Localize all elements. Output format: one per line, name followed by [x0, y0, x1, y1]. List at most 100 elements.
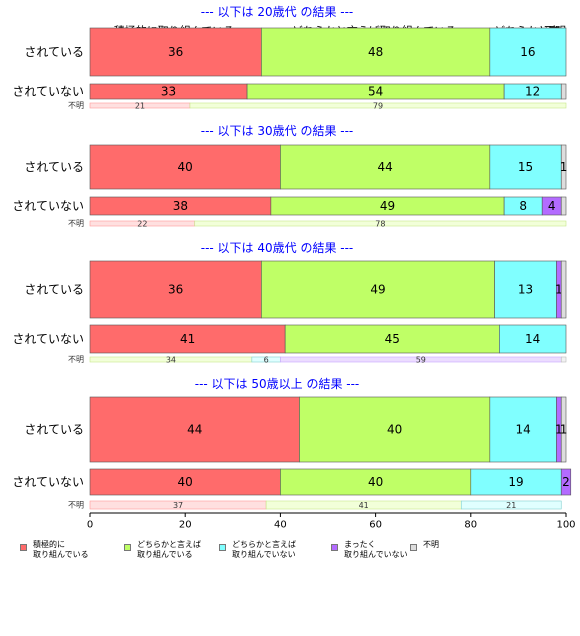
row-label: されていない — [12, 199, 84, 213]
bar-value-label: 48 — [368, 45, 383, 59]
bar-segment — [560, 396, 567, 463]
x-tick-label: 40 — [274, 520, 287, 531]
bar-segment — [470, 468, 562, 496]
row-label: されていない — [12, 332, 84, 346]
row-label-unknown: 不明 — [68, 219, 84, 228]
bar-value-label: 1 — [555, 423, 563, 437]
bar-value-label: 44 — [377, 160, 392, 174]
bar-segment — [89, 396, 300, 463]
bar-segment — [261, 27, 491, 77]
bar-segment — [89, 260, 262, 319]
bar-segment — [489, 144, 562, 190]
bar-value-label: 40 — [387, 423, 402, 437]
legend-label: どちらかと言えば 取り組んでいる — [137, 540, 201, 559]
bar-segment — [489, 27, 567, 77]
legend-swatch — [331, 544, 338, 551]
bar-value-label: 49 — [380, 199, 395, 213]
row-label: されている — [24, 160, 84, 174]
bar-segment-unknown — [194, 220, 567, 227]
bar-value-label-unknown: 34 — [166, 356, 176, 365]
legend-label: 積極的に 取り組んでいる — [33, 540, 89, 559]
bar-segment — [560, 260, 567, 319]
bar-value-label: 45 — [385, 332, 400, 346]
row-label: されている — [24, 283, 84, 297]
bar-value-label: 8 — [519, 199, 527, 213]
bar-segment — [89, 468, 281, 496]
x-tick-label: 80 — [464, 520, 477, 531]
bar-value-label: 36 — [168, 45, 183, 59]
row-label-unknown: 不明 — [68, 101, 84, 110]
legend-label: どちらかと言えば 取り組んでいない — [232, 540, 296, 559]
legend-label: まったく 取り組んでいない — [344, 540, 408, 559]
bar-value-label-unknown: 22 — [137, 220, 147, 229]
bar-value-label-unknown: 21 — [135, 102, 145, 111]
bar-segment — [284, 324, 500, 354]
row-label-unknown: 不明 — [68, 501, 84, 510]
row-label: されていない — [12, 475, 84, 489]
legend-swatch — [219, 544, 226, 551]
x-tick-label: 20 — [179, 520, 192, 531]
bar-value-label: 41 — [180, 332, 195, 346]
bar-value-label-unknown: 59 — [416, 356, 426, 365]
bar-segment-unknown — [189, 102, 567, 109]
row-label: されていない — [12, 85, 84, 99]
bar-value-label-unknown: 21 — [506, 501, 516, 510]
bar-segment — [560, 468, 572, 496]
bar-value-label: 2 — [562, 475, 570, 489]
legend-swatch — [410, 544, 417, 551]
bar-value-label: 36 — [168, 283, 183, 297]
bar-segment-unknown — [560, 356, 567, 363]
bar-value-label-unknown: 78 — [375, 220, 385, 229]
bar-segment-unknown — [460, 500, 562, 510]
stacked-bar-chart: 積極的に取り組んでいるどちらかと言えば取り組んでいるどちらかと言不明--- 以下… — [12, 5, 575, 531]
bar-value-label: 44 — [187, 423, 202, 437]
bar-segment — [560, 83, 567, 100]
bar-segment — [489, 396, 557, 463]
panel-title: --- 以下は 30歳代 の結果 --- — [201, 124, 354, 138]
legend-swatch — [20, 544, 27, 551]
row-label: されている — [24, 423, 84, 437]
bar-value-label: 38 — [173, 199, 188, 213]
bar-segment — [89, 144, 281, 190]
bar-value-label: 4 — [548, 199, 556, 213]
bar-value-label-unknown: 79 — [373, 102, 383, 111]
panel-title: --- 以下は 50歳以上 の結果 --- — [195, 377, 360, 391]
bar-value-label-unknown: 37 — [173, 501, 183, 510]
bar-value-label-unknown: 6 — [264, 356, 269, 365]
bar-segment — [560, 144, 567, 190]
bar-value-label: 40 — [368, 475, 383, 489]
bar-value-label: 1 — [555, 283, 563, 297]
x-tick-label: 100 — [556, 520, 575, 531]
bar-segment — [494, 260, 557, 319]
bar-value-label: 1 — [560, 423, 568, 437]
bar-value-label-unknown: 41 — [359, 501, 369, 510]
bar-value-label: 54 — [368, 85, 383, 99]
panel-title: --- 以下は 20歳代 の結果 --- — [201, 5, 354, 19]
bar-value-label: 40 — [178, 160, 193, 174]
bar-segment — [560, 196, 567, 216]
bar-segment — [89, 324, 286, 354]
bar-value-label: 12 — [525, 85, 540, 99]
bar-value-label: 13 — [518, 283, 533, 297]
legend: 積極的に 取り組んでいる どちらかと言えば 取り組んでいる どちらかと言えば 取… — [6, 540, 576, 568]
bar-value-label: 14 — [516, 423, 531, 437]
bar-segment — [499, 324, 567, 354]
bar-segment — [280, 144, 491, 190]
row-label: されている — [24, 45, 84, 59]
bar-value-label: 16 — [520, 45, 535, 59]
bar-segment — [261, 260, 495, 319]
x-tick-label: 0 — [87, 520, 93, 531]
legend-label: 不明 — [423, 540, 439, 549]
bar-value-label: 40 — [178, 475, 193, 489]
bar-value-label: 1 — [560, 160, 568, 174]
x-tick-label: 60 — [369, 520, 382, 531]
bar-segment — [299, 396, 491, 463]
bar-value-label: 49 — [370, 283, 385, 297]
legend-swatch — [124, 544, 131, 551]
bar-value-label: 33 — [161, 85, 176, 99]
bar-value-label: 14 — [525, 332, 540, 346]
bar-value-label: 15 — [518, 160, 533, 174]
bar-value-label: 19 — [508, 475, 523, 489]
panel-title: --- 以下は 40歳代 の結果 --- — [201, 241, 354, 255]
row-label-unknown: 不明 — [68, 355, 84, 364]
